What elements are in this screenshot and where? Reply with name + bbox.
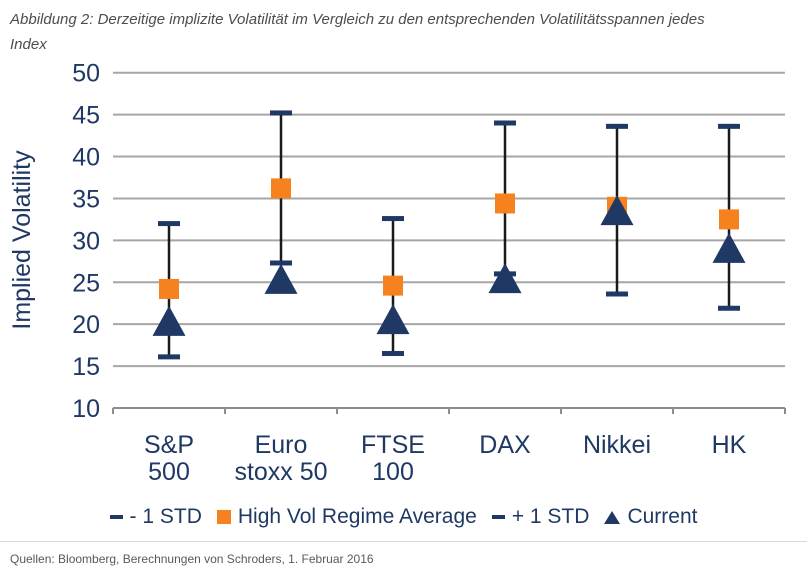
- std-dash-marker: [718, 123, 740, 129]
- x-category-label: Nikkei: [583, 431, 651, 459]
- legend-label: Current: [627, 505, 698, 528]
- figure-caption: Abbildung 2: Derzeitige implizite Volati…: [10, 7, 800, 57]
- std-dash-marker: [270, 260, 292, 266]
- y-tick-label: 40: [72, 144, 100, 172]
- dash-marker-icon: [491, 515, 505, 519]
- figure-caption-line2: Index: [10, 36, 47, 53]
- y-tick-label: 10: [72, 395, 100, 423]
- y-tick-label: 20: [72, 311, 100, 339]
- std-dash-marker: [606, 123, 628, 129]
- legend-item-1-std: - 1 STD: [109, 505, 202, 529]
- std-dash-marker: [270, 110, 292, 116]
- x-category-label: stoxx 50: [234, 458, 327, 486]
- std-dash-marker: [158, 221, 180, 227]
- divider-line: [0, 541, 807, 542]
- average-square-marker: [383, 275, 403, 296]
- x-category-label: S&P: [144, 431, 194, 459]
- source-note: Quellen: Bloomberg, Berechnungen von Sch…: [10, 552, 374, 566]
- average-square-marker: [495, 193, 515, 214]
- square-marker-icon: [216, 510, 231, 524]
- average-square-marker: [719, 209, 739, 230]
- y-tick-label: 35: [72, 185, 100, 213]
- implied-volatility-chart: 10 15 20 25 30 35 40 45 50 Implied Volatility S&P5…: [8, 60, 786, 486]
- std-dash-marker: [382, 216, 404, 222]
- x-category-label: 100: [372, 458, 414, 486]
- legend-item-1-std: + 1 STD: [491, 505, 590, 529]
- y-tick-label: 30: [72, 227, 100, 255]
- std-dash-marker: [382, 351, 404, 357]
- y-tick-label: 50: [72, 60, 100, 88]
- average-square-marker: [159, 278, 179, 299]
- legend-item-current: Current: [604, 505, 697, 529]
- current-triangle-marker: [712, 232, 746, 263]
- x-category-label: DAX: [479, 431, 531, 459]
- legend-item-high-vol-regime-average: High Vol Regime Average: [216, 505, 477, 529]
- current-triangle-marker: [600, 195, 634, 226]
- x-category-label: HK: [712, 431, 747, 459]
- triangle-marker-icon: [604, 510, 621, 524]
- legend-label: High Vol Regime Average: [237, 505, 477, 528]
- average-square-marker: [271, 178, 291, 199]
- y-axis-title: Implied Volatility: [8, 150, 36, 330]
- chart-legend: - 1 STD High Vol Regime Average + 1 STD Cur…: [0, 501, 807, 533]
- x-category-label: 500: [148, 458, 190, 486]
- x-category-label: FTSE: [361, 431, 425, 459]
- std-dash-marker: [718, 305, 740, 311]
- y-tick-label: 15: [72, 353, 100, 381]
- current-triangle-marker: [376, 304, 410, 335]
- std-dash-marker: [494, 120, 516, 126]
- figure-caption-line1: Abbildung 2: Derzeitige implizite Volati…: [10, 11, 705, 28]
- current-triangle-marker: [152, 305, 186, 336]
- dash-marker-icon: [109, 515, 123, 519]
- y-tick-label: 25: [72, 269, 100, 297]
- x-category-label: Euro: [255, 431, 308, 459]
- std-dash-marker: [158, 354, 180, 360]
- legend-label: - 1 STD: [129, 505, 202, 528]
- legend-label: + 1 STD: [511, 505, 590, 528]
- y-tick-label: 45: [72, 102, 100, 130]
- current-triangle-marker: [264, 263, 298, 294]
- current-triangle-marker: [488, 263, 522, 294]
- std-dash-marker: [606, 291, 628, 297]
